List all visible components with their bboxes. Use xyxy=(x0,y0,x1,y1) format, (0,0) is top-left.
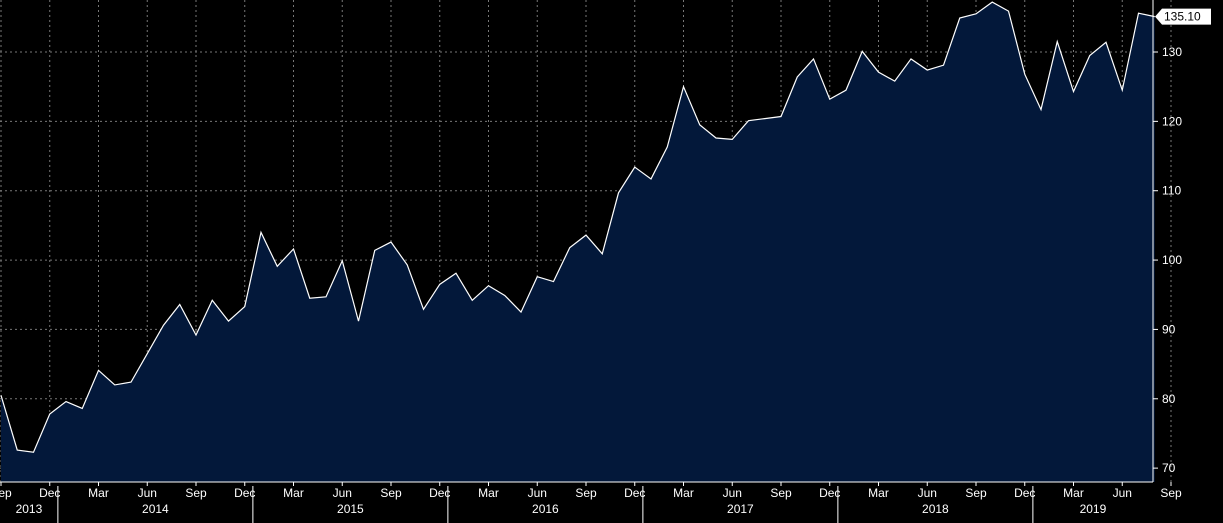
x-tick-label: Mar xyxy=(283,486,304,500)
x-tick-label: Sep xyxy=(770,486,792,500)
y-tick-label: 120 xyxy=(1162,114,1182,128)
x-tick-label: Dec xyxy=(39,486,60,500)
x-tick-label: Sep xyxy=(0,486,12,500)
x-tick-label: Dec xyxy=(234,486,255,500)
year-label: 2019 xyxy=(1080,502,1107,516)
y-tick-label: 70 xyxy=(1162,461,1176,475)
x-tick-label: Mar xyxy=(868,486,889,500)
year-label: 2017 xyxy=(727,502,754,516)
y-tick-label: 100 xyxy=(1162,253,1182,267)
year-label: 2015 xyxy=(337,502,364,516)
area-series xyxy=(0,1,1155,483)
x-tick-label: Mar xyxy=(673,486,694,500)
year-label: 2013 xyxy=(16,502,43,516)
year-label: 2014 xyxy=(142,502,169,516)
x-tick-label: Mar xyxy=(1063,486,1084,500)
x-tick-label: Jun xyxy=(138,486,157,500)
x-tick-label: Mar xyxy=(88,486,109,500)
x-tick-label: Jun xyxy=(723,486,742,500)
x-tick-label: Mar xyxy=(478,486,499,500)
x-tick-label: Sep xyxy=(380,486,402,500)
x-tick-label: Jun xyxy=(528,486,547,500)
x-tick-label: Jun xyxy=(1113,486,1132,500)
x-tick-label: Sep xyxy=(1160,486,1182,500)
x-tick-label: Sep xyxy=(185,486,207,500)
x-tick-label: Dec xyxy=(624,486,645,500)
x-tick-label: Dec xyxy=(429,486,450,500)
x-tick-label: Jun xyxy=(333,486,352,500)
last-value-badge xyxy=(1155,8,1211,25)
x-tick-label: Sep xyxy=(575,486,597,500)
year-label: 2018 xyxy=(922,502,949,516)
x-tick-label: Sep xyxy=(965,486,987,500)
series-line xyxy=(0,1,1155,453)
y-tick-label: 110 xyxy=(1162,184,1181,198)
y-tick-label: 130 xyxy=(1162,45,1182,59)
y-tick-label: 90 xyxy=(1162,322,1176,336)
year-label: 2016 xyxy=(532,502,559,516)
x-tick-label: Jun xyxy=(918,486,937,500)
last-value-label: 135.10 xyxy=(1164,10,1201,24)
x-tick-label: Dec xyxy=(819,486,840,500)
x-tick-label: Dec xyxy=(1014,486,1035,500)
y-tick-label: 80 xyxy=(1162,392,1176,406)
